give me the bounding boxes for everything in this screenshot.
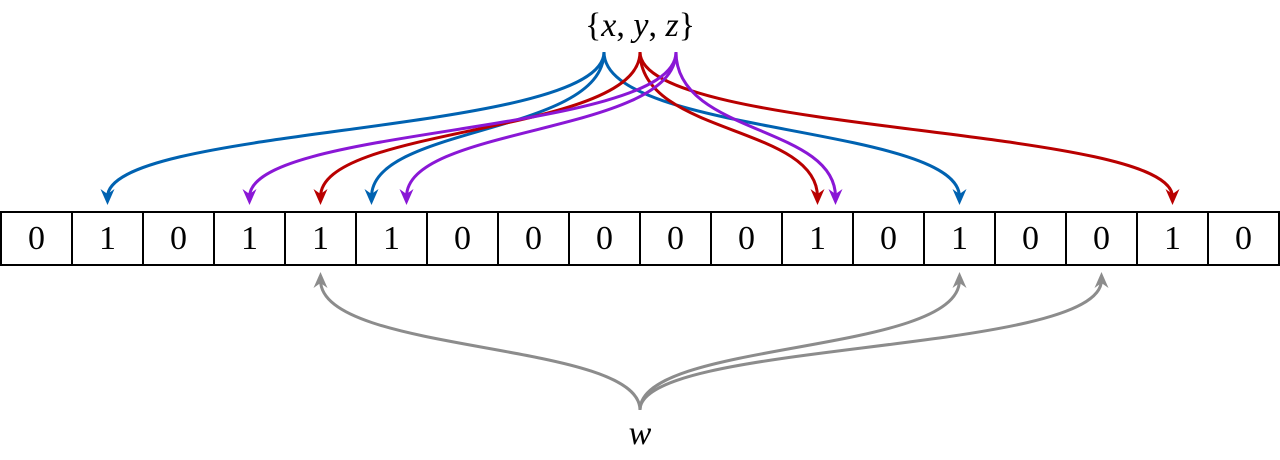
bit-cell: 1 <box>284 211 357 266</box>
bit-value: 0 <box>667 220 684 257</box>
bit-value: 1 <box>99 220 116 257</box>
bit-value: 0 <box>1093 220 1110 257</box>
hash-arrow-y <box>638 51 1174 198</box>
bit-cell: 1 <box>213 211 286 266</box>
arrowhead-x <box>364 189 379 205</box>
set-label: {x, y, z} <box>585 7 695 44</box>
hash-arrow-z <box>674 51 837 198</box>
bit-cell: 1 <box>355 211 428 266</box>
bit-cell: 0 <box>852 211 925 266</box>
bit-value: 1 <box>241 220 258 257</box>
bit-cell-box <box>994 211 1067 266</box>
hash-arrows <box>100 51 1180 411</box>
bit-cell: 1 <box>781 211 854 266</box>
bit-value: 0 <box>525 220 542 257</box>
arrowhead-x <box>100 189 115 205</box>
query-arrow-w <box>638 279 961 411</box>
bit-cell: 0 <box>497 211 570 266</box>
bit-value: 0 <box>454 220 471 257</box>
bit-value: 1 <box>1164 220 1181 257</box>
hash-arrow-y <box>319 51 642 198</box>
bit-cell-box <box>568 211 641 266</box>
hash-arrow-z <box>248 51 678 198</box>
bit-value: 0 <box>1235 220 1252 257</box>
bit-cell-box <box>710 211 783 266</box>
bit-value: 1 <box>312 220 329 257</box>
bit-cell-box <box>0 211 73 266</box>
hash-arrow-x <box>370 51 606 198</box>
bit-value: 0 <box>738 220 755 257</box>
bit-cell-box <box>355 211 428 266</box>
bit-cell: 0 <box>0 211 73 266</box>
element-y-label: y <box>630 7 649 44</box>
bit-cell-box <box>142 211 215 266</box>
set-open-brace: { <box>585 7 601 44</box>
bit-value: 1 <box>383 220 400 257</box>
arrowhead-y <box>810 189 825 205</box>
bit-cell-box <box>71 211 144 266</box>
bit-cell: 0 <box>1065 211 1138 266</box>
arrowhead-z <box>828 189 843 205</box>
hash-arrow-x <box>602 51 961 198</box>
arrowhead-w <box>1094 272 1109 288</box>
bit-value: 1 <box>809 220 826 257</box>
bit-cell: 1 <box>71 211 144 266</box>
arrowhead-w <box>952 272 967 288</box>
hash-arrow-x <box>106 51 606 198</box>
bit-cell-box <box>781 211 854 266</box>
bit-cell-box <box>1065 211 1138 266</box>
bit-cell: 1 <box>1136 211 1209 266</box>
set-close-brace: } <box>679 7 695 44</box>
bit-value: 0 <box>596 220 613 257</box>
bit-cell: 0 <box>639 211 712 266</box>
arrowhead-y <box>1165 189 1180 205</box>
arrowhead-x <box>952 189 967 205</box>
bit-value: 0 <box>170 220 187 257</box>
bit-cell-box <box>1136 211 1209 266</box>
arrowhead-z <box>399 189 414 205</box>
bit-cell-box <box>1207 211 1280 266</box>
hash-arrow-y <box>638 51 819 198</box>
bit-cell-box <box>923 211 996 266</box>
bit-cell: 0 <box>994 211 1067 266</box>
bit-cell: 0 <box>568 211 641 266</box>
bit-value: 1 <box>951 220 968 257</box>
arrowhead-z <box>242 189 257 205</box>
bit-value: 0 <box>28 220 45 257</box>
bit-cell-box <box>852 211 925 266</box>
bit-value: 0 <box>880 220 897 257</box>
query-arrow-w <box>319 279 642 411</box>
bit-cell: 1 <box>923 211 996 266</box>
arrowhead-y <box>313 189 328 205</box>
bit-cell: 0 <box>426 211 499 266</box>
bit-array: 0 1 0 1 1 1 0 0 0 0 0 1 0 1 0 0 1 0 <box>0 211 1280 266</box>
bit-cell-box <box>213 211 286 266</box>
arrowhead-w <box>313 272 328 288</box>
bit-value: 0 <box>1022 220 1039 257</box>
hash-arrow-z <box>405 51 678 198</box>
bit-cell-box <box>639 211 712 266</box>
query-arrow-w <box>638 279 1103 411</box>
set-comma-2: , <box>648 7 665 44</box>
bit-cell: 0 <box>1207 211 1280 266</box>
bit-cell: 0 <box>710 211 783 266</box>
query-element-w-label: w <box>629 415 652 452</box>
bit-cell-box <box>497 211 570 266</box>
set-comma-1: , <box>616 7 633 44</box>
bit-cell: 0 <box>142 211 215 266</box>
element-z-label: z <box>664 7 678 44</box>
element-x-label: x <box>600 7 616 44</box>
